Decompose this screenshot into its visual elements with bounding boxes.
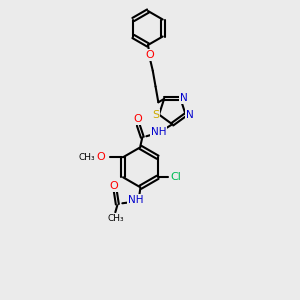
Text: S: S — [152, 110, 160, 120]
Text: O: O — [109, 181, 118, 191]
Text: O: O — [133, 114, 142, 124]
Text: N: N — [186, 110, 194, 120]
Text: O: O — [146, 50, 154, 60]
Text: N: N — [180, 93, 188, 103]
Text: CH₃: CH₃ — [107, 214, 124, 223]
Text: O: O — [97, 152, 105, 162]
Text: NH: NH — [151, 127, 166, 137]
Text: CH₃: CH₃ — [79, 153, 95, 162]
Text: Cl: Cl — [170, 172, 181, 182]
Text: NH: NH — [128, 195, 143, 205]
